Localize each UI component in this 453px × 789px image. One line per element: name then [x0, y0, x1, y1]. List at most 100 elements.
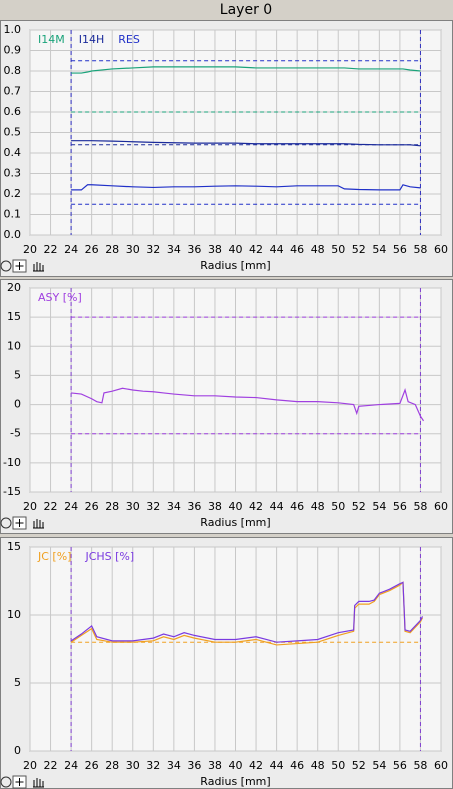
x-tick-label: 46 [290, 759, 304, 772]
x-tick-label: 32 [146, 759, 160, 772]
x-axis-label: Radius [mm] [200, 775, 270, 788]
x-tick-label: 36 [187, 500, 201, 513]
y-tick-label: 1.0 [4, 23, 22, 36]
legend-entry: JCHS [%] [84, 550, 134, 563]
x-tick-label: 52 [352, 500, 366, 513]
x-tick-label: 32 [146, 243, 160, 256]
y-tick-label: 5 [14, 676, 21, 689]
x-tick-label: 50 [331, 243, 345, 256]
y-tick-label: -5 [10, 427, 21, 440]
x-tick-label: 44 [270, 500, 284, 513]
series-line [71, 140, 421, 147]
y-tick-label: -15 [3, 485, 21, 498]
x-tick-label: 56 [393, 500, 407, 513]
tool-icon [0, 260, 12, 272]
y-tick-label: 0.4 [4, 146, 22, 159]
series-line [70, 581, 424, 643]
x-tick-label: 28 [105, 500, 119, 513]
x-tick-label: 52 [352, 243, 366, 256]
legend-entry: JC [%] [37, 550, 71, 563]
y-tick-label: -10 [3, 456, 21, 469]
x-tick-label: 24 [64, 759, 78, 772]
x-tick-label: 26 [85, 500, 99, 513]
legend-entry: I14M [38, 33, 65, 46]
x-tick-label: 50 [331, 759, 345, 772]
tool-icon [0, 517, 12, 529]
x-tick-label: 54 [372, 243, 386, 256]
x-tick-label: 42 [249, 243, 263, 256]
y-tick-label: 0.7 [4, 85, 22, 98]
x-tick-label: 26 [85, 759, 99, 772]
x-tick-label: 36 [187, 759, 201, 772]
x-tick-label: 58 [413, 759, 427, 772]
page-title: Layer 0 [220, 2, 272, 18]
x-tick-label: 30 [126, 759, 140, 772]
x-tick-label: 22 [44, 500, 58, 513]
x-tick-label: 48 [311, 243, 325, 256]
x-tick-label: 30 [126, 500, 140, 513]
x-tick-label: 40 [229, 243, 243, 256]
x-tick-label: 52 [352, 759, 366, 772]
y-tick-label: 0.6 [4, 105, 22, 118]
x-tick-label: 20 [23, 500, 37, 513]
toolbars [0, 259, 44, 789]
series-line [71, 387, 425, 422]
x-tick-label: 34 [167, 243, 181, 256]
tool-icon [0, 776, 12, 788]
x-tick-label: 20 [23, 243, 37, 256]
x-tick-label: 24 [64, 243, 78, 256]
x-tick-label: 46 [290, 243, 304, 256]
x-tick-label: 44 [270, 759, 284, 772]
x-tick-label: 26 [85, 243, 99, 256]
x-tick-label: 32 [146, 500, 160, 513]
legend-entry: ASY [%] [38, 291, 82, 304]
x-tick-label: 28 [105, 759, 119, 772]
legend-entry: RES [118, 33, 140, 46]
y-tick-label: 20 [7, 281, 21, 294]
x-tick-label: 46 [290, 500, 304, 513]
x-tick-label: 58 [413, 243, 427, 256]
x-tick-label: 28 [105, 243, 119, 256]
y-tick-label: 0.8 [4, 64, 22, 77]
x-tick-label: 38 [208, 243, 222, 256]
x-tick-label: 60 [434, 243, 448, 256]
y-tick-label: 0.3 [4, 167, 22, 180]
x-tick-label: 36 [187, 243, 201, 256]
tool-icon [15, 778, 24, 786]
x-tick-label: 38 [208, 500, 222, 513]
x-tick-label: 44 [270, 243, 284, 256]
x-tick-label: 56 [393, 759, 407, 772]
x-tick-label: 22 [44, 243, 58, 256]
title-bar [0, 0, 453, 20]
legend-entry: I14H [79, 33, 105, 46]
x-tick-label: 40 [229, 500, 243, 513]
x-tick-label: 24 [64, 500, 78, 513]
x-tick-label: 50 [331, 500, 345, 513]
x-tick-label: 34 [167, 500, 181, 513]
y-tick-label: 0 [14, 744, 21, 757]
x-axis-label: Radius [mm] [200, 516, 270, 529]
x-tick-label: 20 [23, 759, 37, 772]
x-tick-label: 30 [126, 243, 140, 256]
x-tick-label: 54 [372, 759, 386, 772]
x-tick-label: 40 [229, 759, 243, 772]
y-tick-label: 10 [7, 339, 21, 352]
tool-icon [33, 262, 44, 272]
tool-icon [33, 519, 44, 529]
x-tick-label: 42 [249, 500, 263, 513]
y-tick-label: 0.1 [4, 208, 22, 221]
series-line [71, 184, 421, 191]
series-line [71, 66, 421, 74]
y-tick-label: 5 [14, 368, 21, 381]
y-tick-label: 0.2 [4, 187, 22, 200]
x-tick-label: 54 [372, 500, 386, 513]
x-tick-label: 60 [434, 500, 448, 513]
x-tick-label: 42 [249, 759, 263, 772]
x-tick-label: 38 [208, 759, 222, 772]
y-tick-label: 15 [7, 540, 21, 553]
x-tick-label: 58 [413, 500, 427, 513]
tool-icon [33, 778, 44, 788]
x-tick-label: 34 [167, 759, 181, 772]
x-tick-label: 48 [311, 759, 325, 772]
